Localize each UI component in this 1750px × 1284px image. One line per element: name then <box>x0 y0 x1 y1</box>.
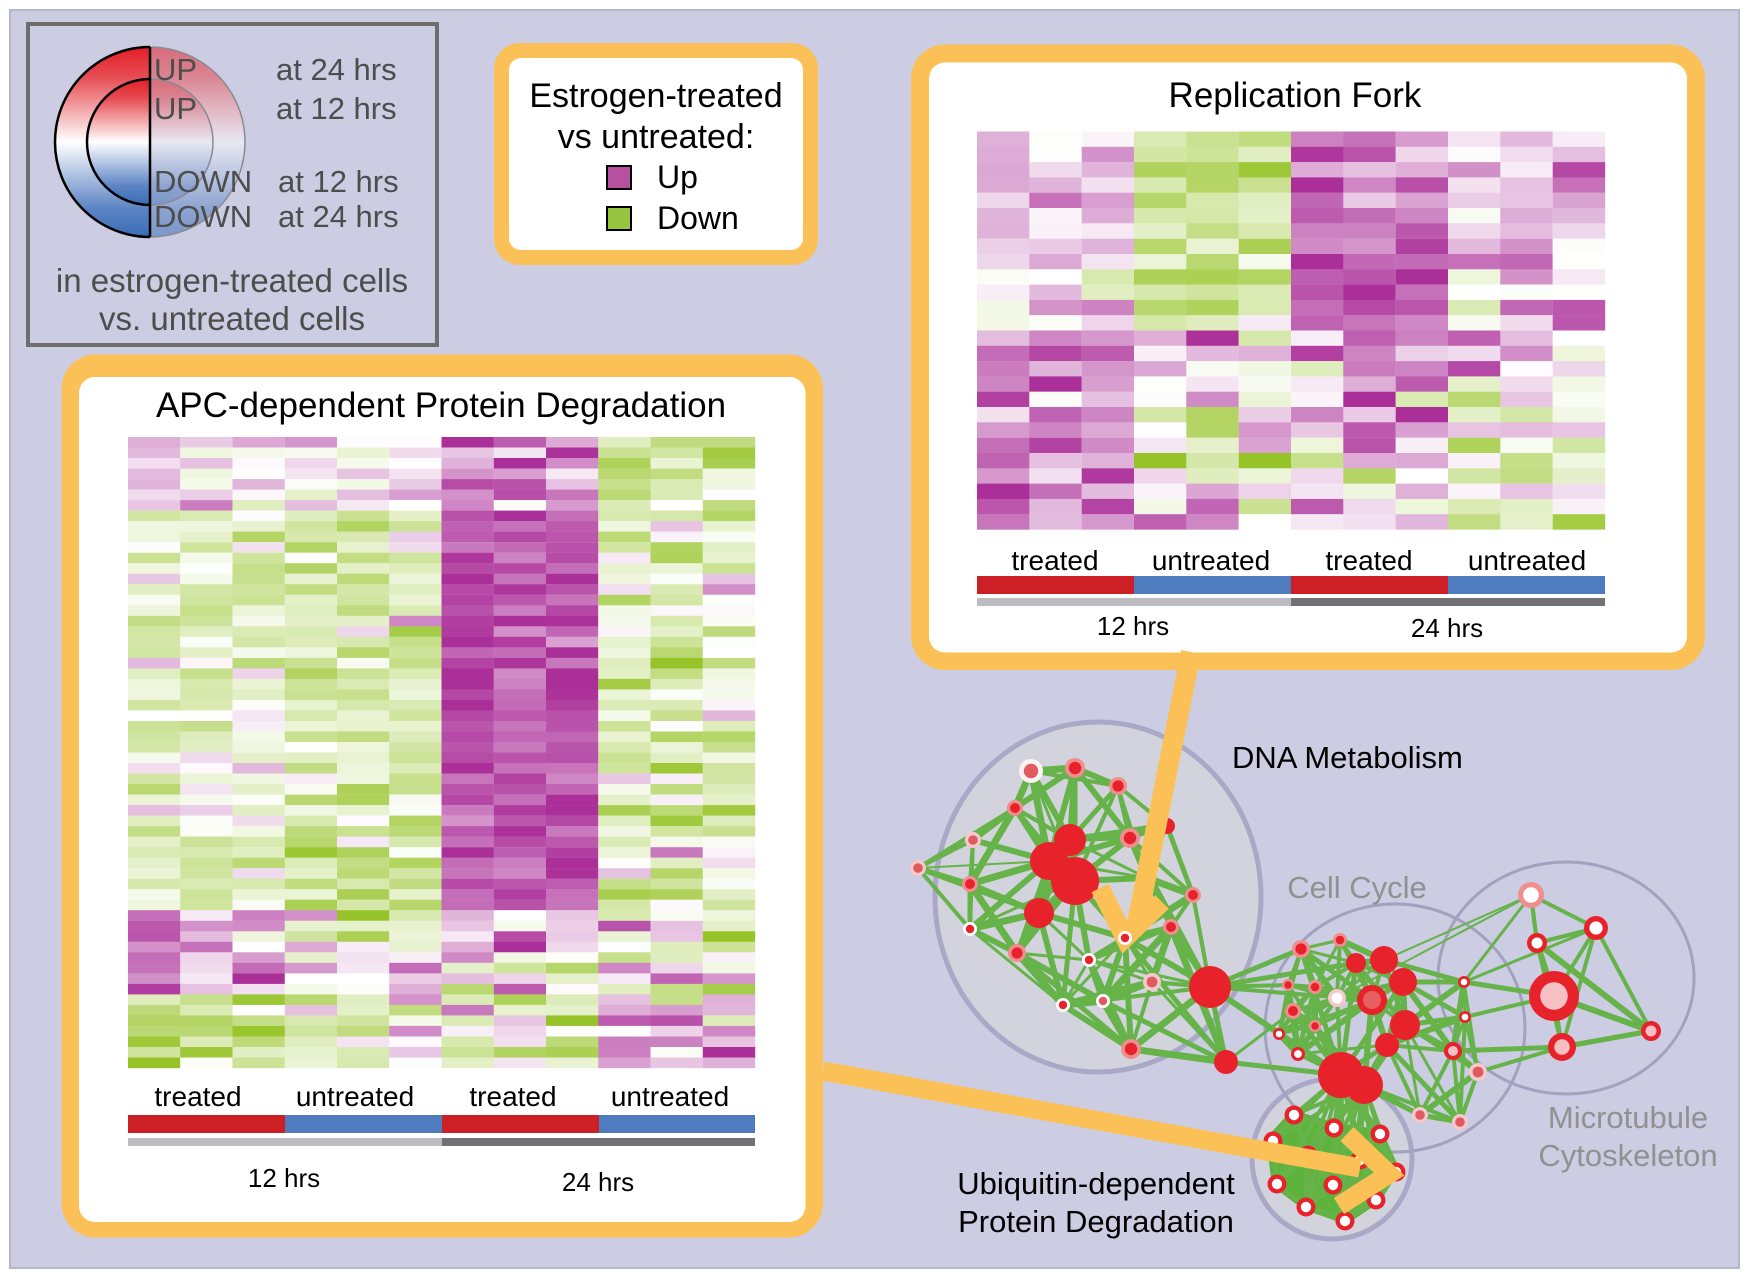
svg-text:treated: treated <box>469 1081 556 1112</box>
svg-text:APC-dependent Protein Degradat: APC-dependent Protein Degradation <box>156 386 726 425</box>
svg-text:UP: UP <box>154 52 197 87</box>
svg-text:Replication Fork: Replication Fork <box>1169 76 1422 115</box>
svg-text:Up: Up <box>657 159 698 195</box>
svg-text:12 hrs: 12 hrs <box>1097 611 1169 641</box>
svg-text:untreated: untreated <box>611 1081 729 1112</box>
svg-text:Down: Down <box>657 200 739 236</box>
svg-text:untreated: untreated <box>296 1081 414 1112</box>
svg-text:vs untreated:: vs untreated: <box>558 118 755 156</box>
svg-text:treated: treated <box>1011 545 1098 576</box>
svg-text:UP: UP <box>154 91 197 126</box>
svg-text:vs. untreated cells: vs. untreated cells <box>99 300 365 337</box>
svg-text:untreated: untreated <box>1152 545 1270 576</box>
svg-text:DOWN: DOWN <box>154 199 252 234</box>
svg-text:12 hrs: 12 hrs <box>248 1163 320 1193</box>
svg-text:24 hrs: 24 hrs <box>562 1167 634 1197</box>
svg-text:DNA Metabolism: DNA Metabolism <box>1232 740 1463 775</box>
svg-text:treated: treated <box>154 1081 241 1112</box>
svg-text:Estrogen-treated: Estrogen-treated <box>529 77 782 115</box>
svg-text:Cell Cycle: Cell Cycle <box>1287 870 1427 905</box>
svg-text:at 24 hrs: at 24 hrs <box>276 52 397 87</box>
svg-text:treated: treated <box>1325 545 1412 576</box>
svg-text:at 12 hrs: at 12 hrs <box>276 91 397 126</box>
svg-text:Ubiquitin-dependent: Ubiquitin-dependent <box>957 1166 1235 1201</box>
svg-text:Microtubule: Microtubule <box>1548 1100 1708 1135</box>
svg-text:in estrogen-treated cells: in estrogen-treated cells <box>56 262 408 299</box>
svg-text:untreated: untreated <box>1468 545 1586 576</box>
svg-text:Protein Degradation: Protein Degradation <box>958 1204 1234 1239</box>
svg-text:DOWN: DOWN <box>154 164 252 199</box>
svg-text:Cytoskeleton: Cytoskeleton <box>1538 1138 1717 1173</box>
svg-text:at 12 hrs: at 12 hrs <box>278 164 399 199</box>
svg-text:24 hrs: 24 hrs <box>1411 613 1483 643</box>
svg-text:at 24 hrs: at 24 hrs <box>278 199 399 234</box>
